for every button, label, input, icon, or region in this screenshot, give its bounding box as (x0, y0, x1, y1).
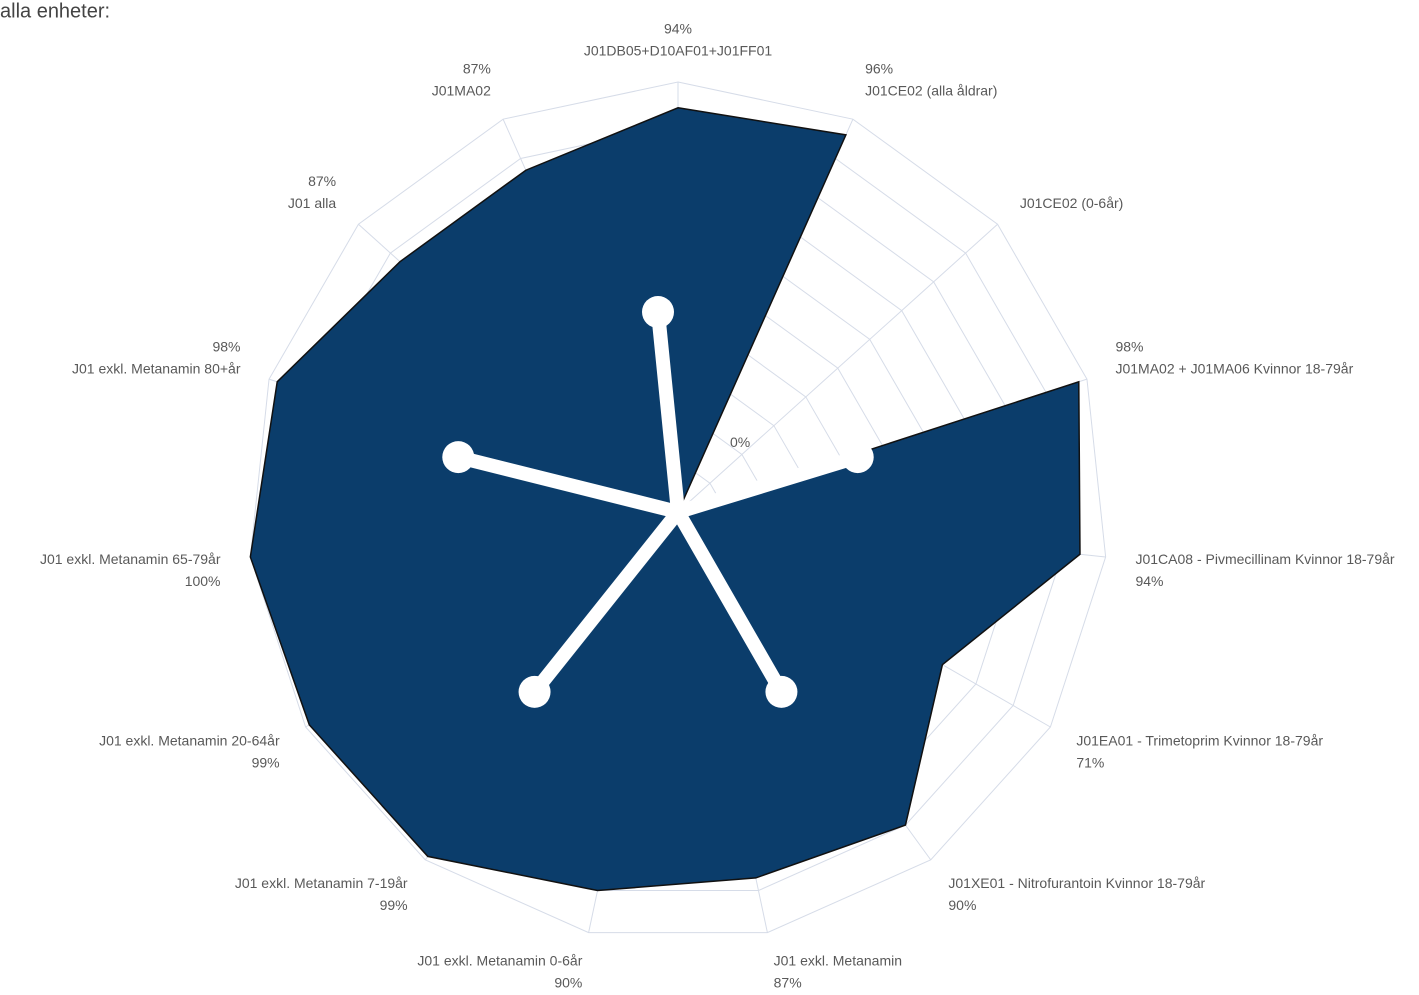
category-label: J01MA02 + J01MA06 Kvinnor 18-79år (1115, 361, 1353, 377)
chart-title: alla enheter: (0, 0, 110, 22)
category-label: J01XE01 - Nitrofurantoin Kvinnor 18-79år (948, 875, 1205, 891)
value-label: 94% (664, 21, 692, 37)
logo-dot (642, 296, 674, 328)
category-label: J01CA08 - Pivmecillinam Kvinnor 18-79år (1135, 551, 1394, 567)
radar-area (250, 108, 1080, 891)
logo-dot (842, 441, 874, 473)
category-label: J01DB05+D10AF01+J01FF01 (584, 43, 773, 59)
value-label: 90% (554, 975, 582, 991)
category-label: J01 exkl. Metanamin (774, 953, 902, 969)
value-label: 0% (730, 434, 750, 450)
category-label: J01 exkl. Metanamin 20-64år (99, 733, 280, 749)
category-label: J01EA01 - Trimetoprim Kvinnor 18-79år (1076, 733, 1323, 749)
value-label: 71% (1076, 755, 1104, 771)
value-label: 99% (380, 897, 408, 913)
category-label: J01CE02 (alla åldrar) (865, 82, 997, 98)
value-label: 98% (1115, 339, 1143, 355)
category-label: J01 exkl. Metanamin 7-19år (235, 875, 408, 891)
category-label: J01 exkl. Metanamin 80+år (72, 361, 241, 377)
logo-dot (765, 676, 797, 708)
value-label: 87% (774, 975, 802, 991)
page: {"chart_data": {"type": "radar", "title"… (0, 0, 1419, 995)
value-label: 99% (252, 755, 280, 771)
value-label: 87% (463, 60, 491, 76)
category-label: J01 exkl. Metanamin 0-6år (417, 953, 582, 969)
value-label: 90% (948, 897, 976, 913)
value-label: 96% (865, 60, 893, 76)
value-label: 100% (185, 573, 221, 589)
category-label: J01MA02 (432, 82, 491, 98)
value-label: 98% (212, 339, 240, 355)
category-label: J01 exkl. Metanamin 65-79år (40, 551, 221, 567)
marks (250, 108, 1080, 891)
value-label: 94% (1135, 573, 1163, 589)
logo-dot (519, 676, 551, 708)
chart: alla enheter: J01DB05+D10AF01+J01FF01 94%… (0, 0, 1419, 995)
logo-dot (442, 441, 474, 473)
category-label: J01 alla (288, 195, 336, 211)
value-label: 87% (308, 173, 336, 189)
category-label: J01CE02 (0-6år) (1020, 195, 1124, 211)
